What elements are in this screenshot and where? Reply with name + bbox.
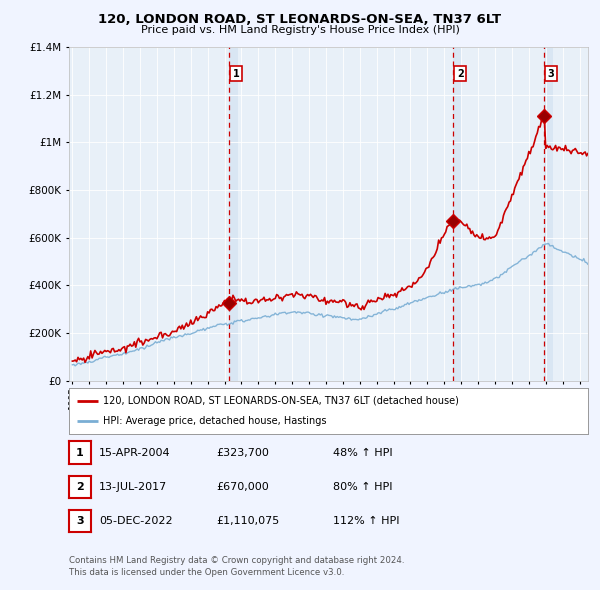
Text: 120, LONDON ROAD, ST LEONARDS-ON-SEA, TN37 6LT: 120, LONDON ROAD, ST LEONARDS-ON-SEA, TN… <box>98 13 502 26</box>
Text: £323,700: £323,700 <box>216 448 269 457</box>
Text: 112% ↑ HPI: 112% ↑ HPI <box>333 516 400 526</box>
Text: 15-APR-2004: 15-APR-2004 <box>99 448 170 457</box>
Text: 05-DEC-2022: 05-DEC-2022 <box>99 516 173 526</box>
Bar <box>229 47 238 381</box>
Text: 1: 1 <box>76 448 83 457</box>
Text: £670,000: £670,000 <box>216 482 269 491</box>
Text: Price paid vs. HM Land Registry's House Price Index (HPI): Price paid vs. HM Land Registry's House … <box>140 25 460 35</box>
Text: This data is licensed under the Open Government Licence v3.0.: This data is licensed under the Open Gov… <box>69 568 344 577</box>
Text: 3: 3 <box>76 516 83 526</box>
Text: 80% ↑ HPI: 80% ↑ HPI <box>333 482 392 491</box>
Bar <box>454 47 462 381</box>
Text: 2: 2 <box>457 68 464 78</box>
Bar <box>544 47 553 381</box>
Text: Contains HM Land Registry data © Crown copyright and database right 2024.: Contains HM Land Registry data © Crown c… <box>69 556 404 565</box>
Text: 13-JUL-2017: 13-JUL-2017 <box>99 482 167 491</box>
Text: 3: 3 <box>548 68 554 78</box>
Text: 120, LONDON ROAD, ST LEONARDS-ON-SEA, TN37 6LT (detached house): 120, LONDON ROAD, ST LEONARDS-ON-SEA, TN… <box>103 395 458 405</box>
Text: £1,110,075: £1,110,075 <box>216 516 279 526</box>
Text: HPI: Average price, detached house, Hastings: HPI: Average price, detached house, Hast… <box>103 416 326 426</box>
Text: 2: 2 <box>76 482 83 491</box>
Text: 48% ↑ HPI: 48% ↑ HPI <box>333 448 392 457</box>
Text: 1: 1 <box>233 68 239 78</box>
